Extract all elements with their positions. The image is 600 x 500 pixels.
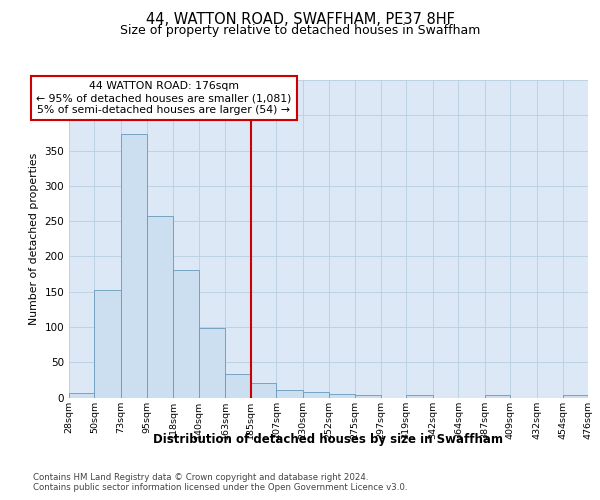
Bar [251, 384, 277, 398]
Bar [94, 290, 121, 398]
Text: Contains HM Land Registry data © Crown copyright and database right 2024.: Contains HM Land Registry data © Crown c… [33, 472, 368, 482]
Bar [329, 394, 355, 398]
Bar [199, 328, 226, 398]
Bar [485, 394, 511, 398]
Bar [277, 390, 303, 398]
Bar [69, 392, 94, 398]
Bar [563, 394, 588, 398]
Text: Contains public sector information licensed under the Open Government Licence v3: Contains public sector information licen… [33, 484, 407, 492]
Text: 44 WATTON ROAD: 176sqm
← 95% of detached houses are smaller (1,081)
5% of semi-d: 44 WATTON ROAD: 176sqm ← 95% of detached… [37, 82, 292, 114]
Bar [355, 396, 380, 398]
Bar [146, 216, 173, 398]
Text: 44, WATTON ROAD, SWAFFHAM, PE37 8HF: 44, WATTON ROAD, SWAFFHAM, PE37 8HF [146, 12, 454, 28]
Text: Size of property relative to detached houses in Swaffham: Size of property relative to detached ho… [120, 24, 480, 37]
Text: Distribution of detached houses by size in Swaffham: Distribution of detached houses by size … [153, 432, 503, 446]
Bar [226, 374, 251, 398]
Bar [406, 394, 433, 398]
Bar [173, 270, 199, 398]
Y-axis label: Number of detached properties: Number of detached properties [29, 152, 39, 325]
Bar [121, 134, 146, 398]
Bar [303, 392, 329, 398]
